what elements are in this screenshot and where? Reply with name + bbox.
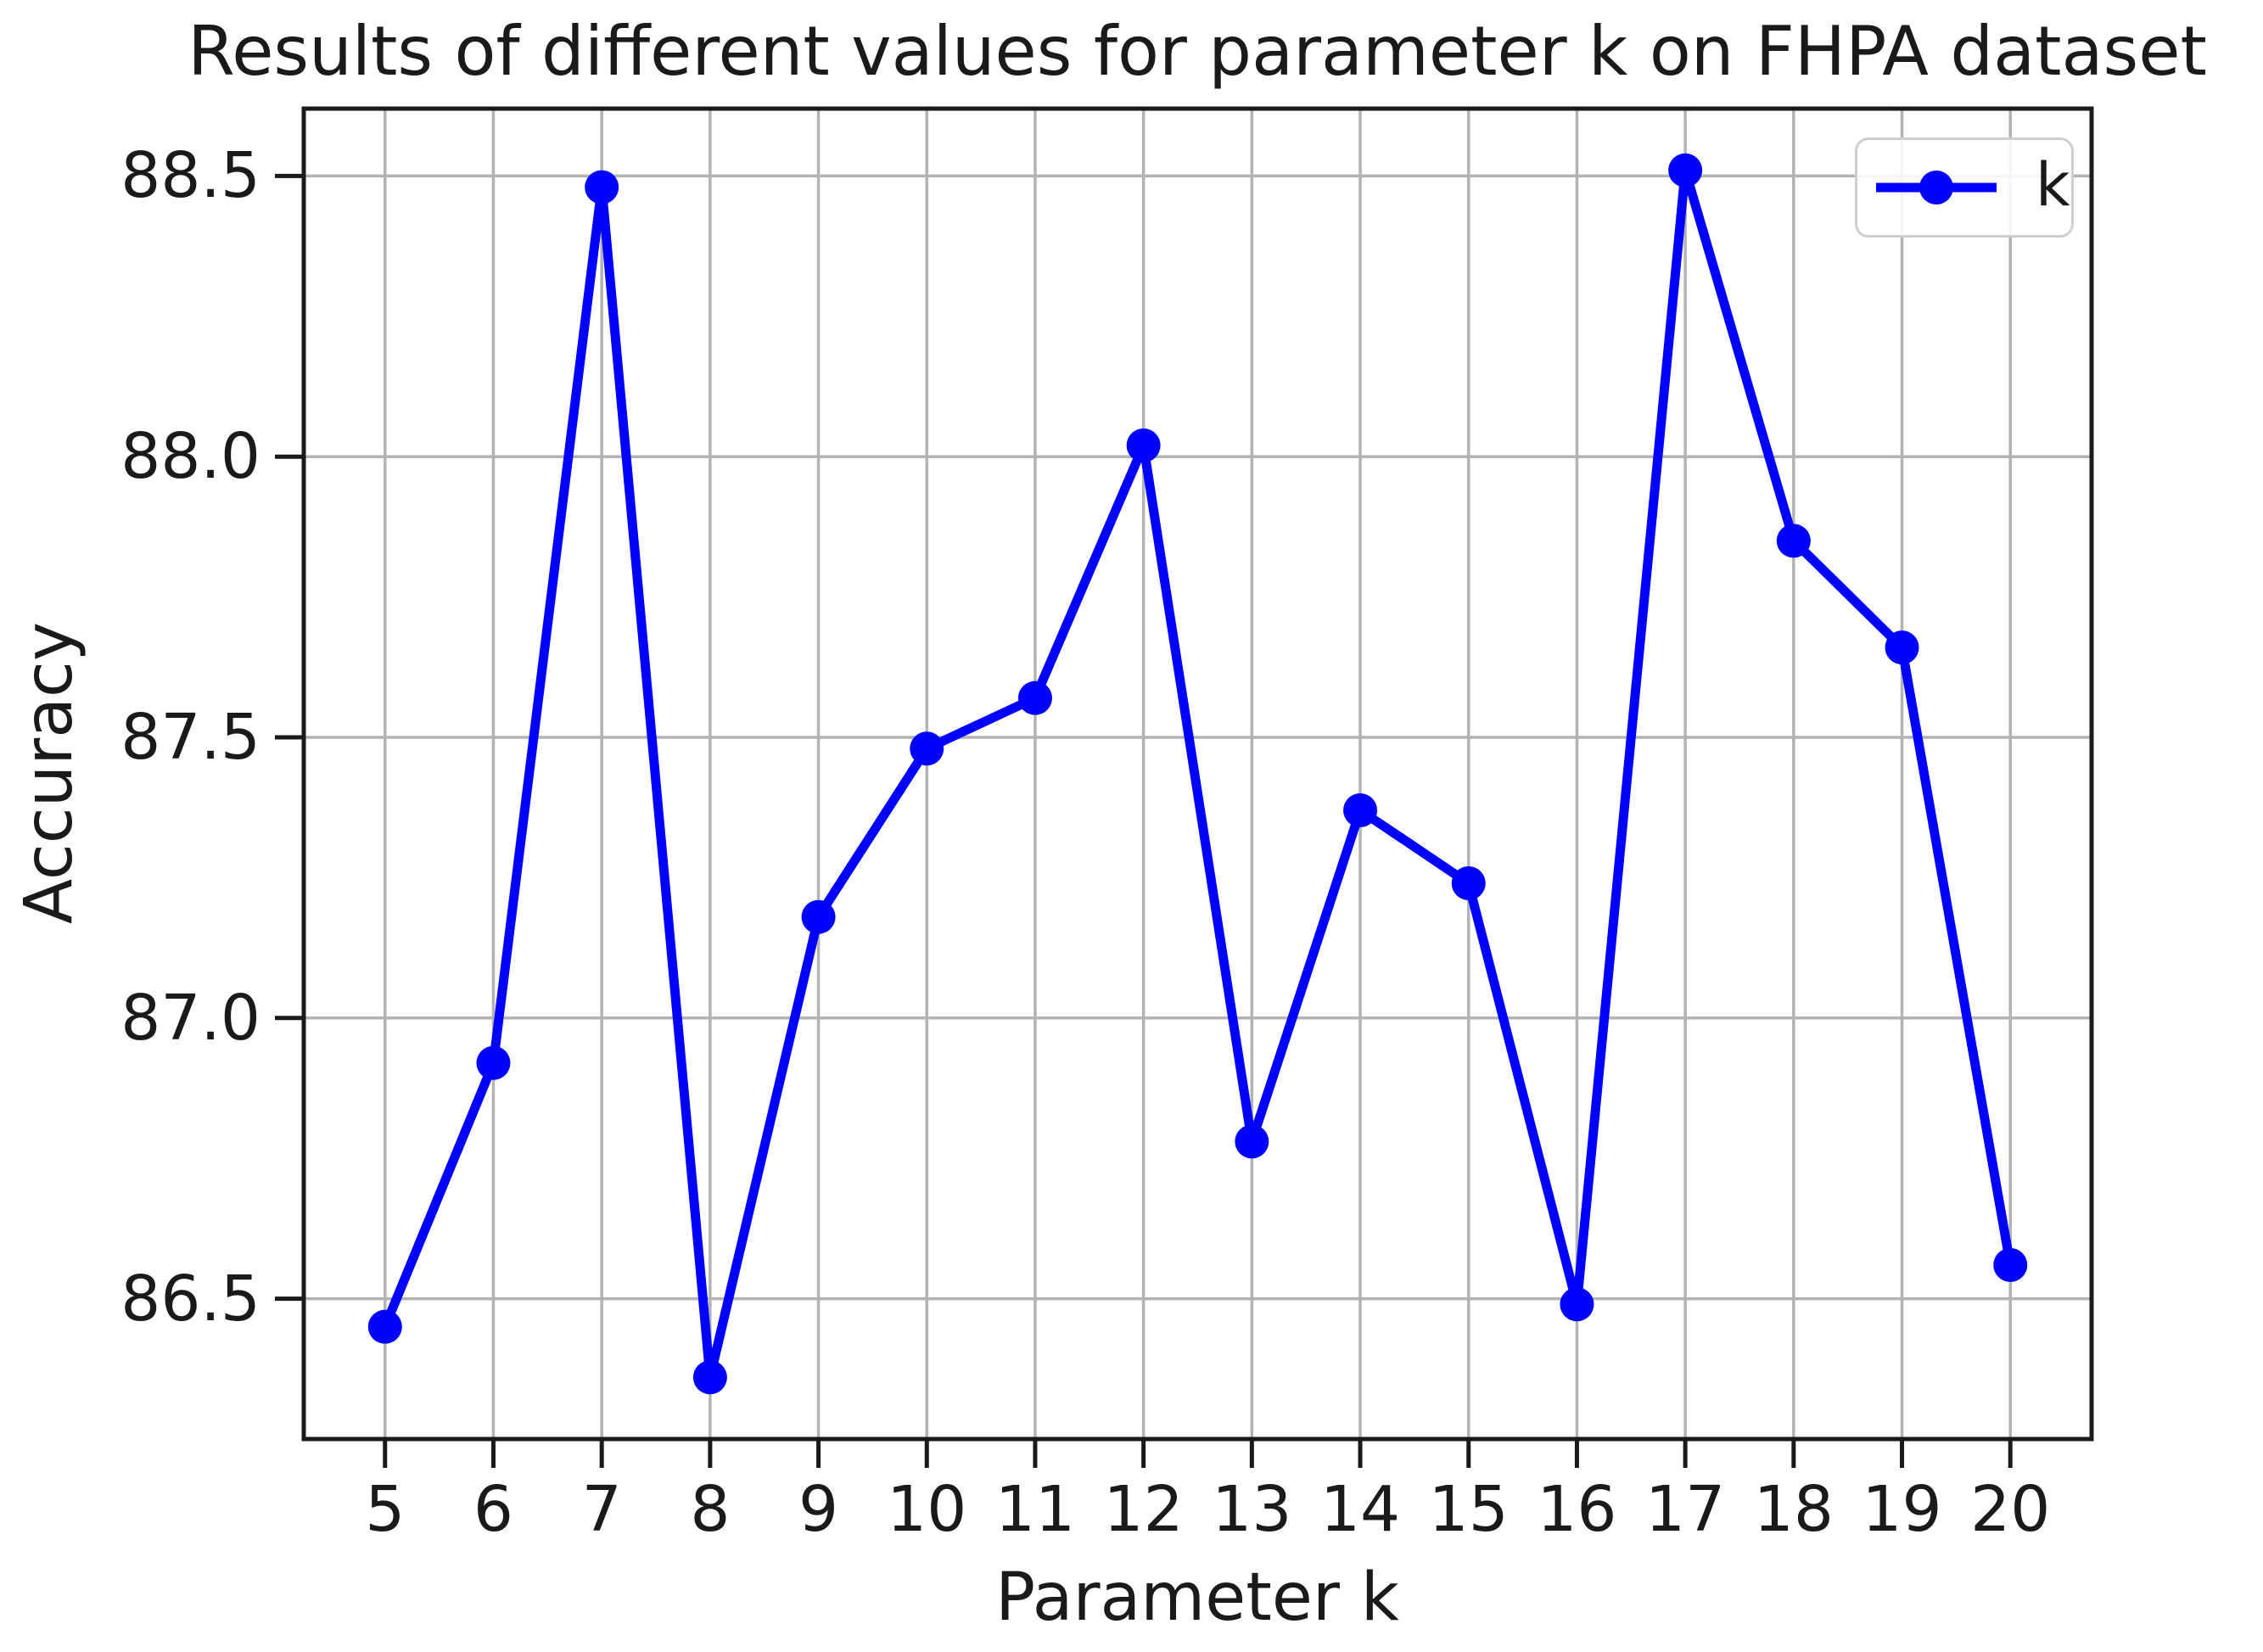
x-tick-label: 7 [581,1473,622,1546]
data-line [380,165,2015,1382]
x-tick-label: 8 [690,1473,731,1546]
data-point-marker [1451,866,1486,901]
y-tick-label: 88.5 [120,139,260,213]
y-tick-label: 87.0 [120,981,260,1055]
x-tick-label: 10 [887,1473,967,1546]
data-point-marker [1343,793,1378,828]
x-tick-label: 13 [1212,1473,1292,1546]
data-point-marker [692,1360,727,1395]
x-tick-label: 20 [1970,1473,2051,1546]
legend-sample-marker [1919,171,1953,204]
x-tick-label: 16 [1537,1473,1617,1546]
x-tick-label: 5 [365,1473,406,1546]
x-tick-label: 18 [1753,1473,1834,1546]
chart-title: Results of different values for paramete… [188,12,2207,91]
data-point-marker [1235,1124,1269,1159]
data-point-marker [1668,153,1703,188]
legend-label: k [2036,150,2070,220]
data-point-marker [1017,680,1052,715]
x-tick-label: 6 [473,1473,514,1546]
data-point-marker [1993,1247,2028,1282]
data-point-marker [1560,1287,1594,1322]
x-tick-label: 19 [1862,1473,1942,1546]
y-tick-label: 88.0 [120,420,260,494]
legend: k [1855,137,2074,238]
axes-frame [301,106,2094,1442]
x-tick-label: 12 [1103,1473,1184,1546]
x-tick-label: 11 [994,1473,1076,1546]
data-point-marker [585,170,619,204]
x-tick-label: 17 [1645,1473,1726,1546]
legend-line-sample [1876,171,1997,204]
x-tick-label: 14 [1319,1473,1401,1546]
y-tick-label: 87.5 [120,700,260,774]
data-point-marker [801,899,836,934]
y-tick-label: 86.5 [120,1262,260,1336]
x-axis-label: Parameter k [995,1560,1399,1636]
x-tick-label: 15 [1428,1473,1509,1546]
data-point-marker [367,1309,402,1344]
data-point-marker [1885,630,1919,665]
data-point-marker [1776,524,1811,558]
y-axis-label: Accuracy [11,621,87,925]
data-point-marker [476,1045,511,1080]
x-tick-label: 9 [798,1473,839,1546]
data-point-marker [910,731,944,766]
data-point-marker [1126,428,1161,462]
